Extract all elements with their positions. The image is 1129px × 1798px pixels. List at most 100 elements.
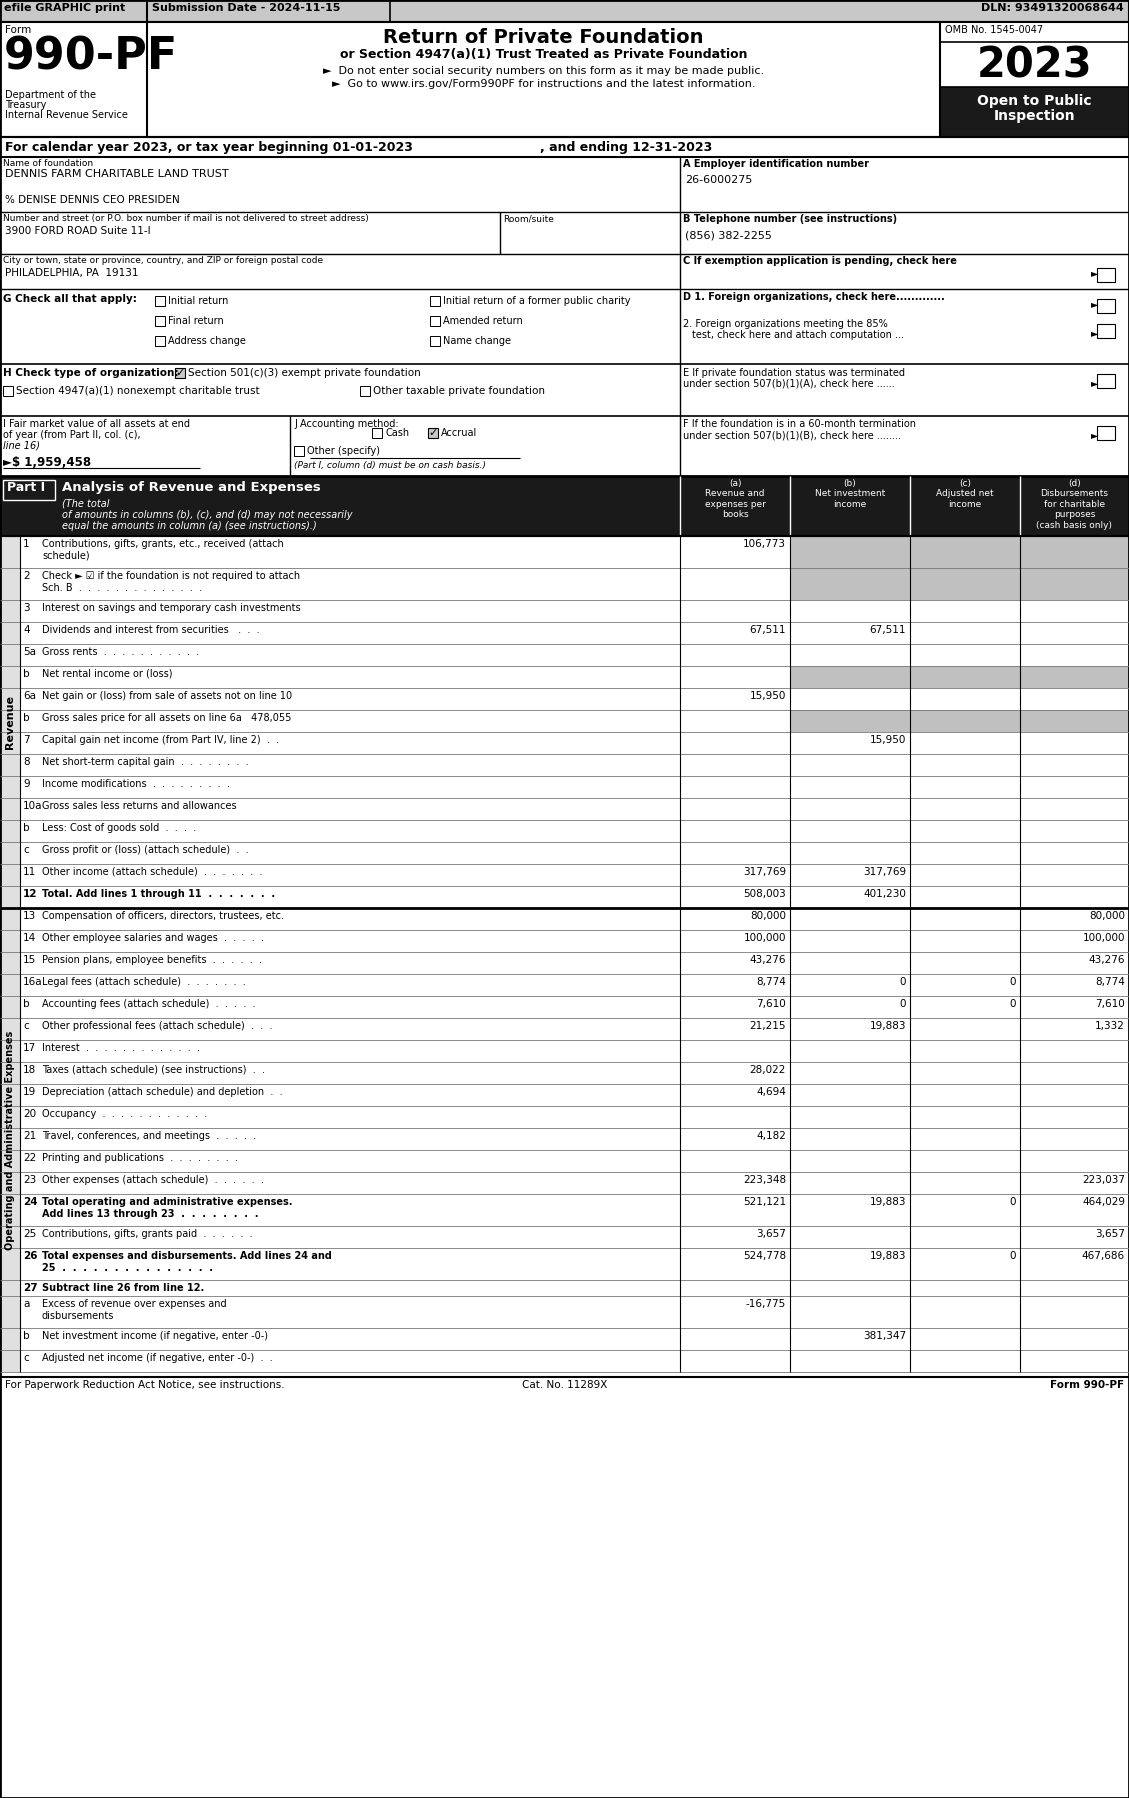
Text: b: b [23,714,29,723]
Text: Address change: Address change [168,336,246,345]
Bar [910,536,1019,568]
Text: Contributions, gifts, grants paid  .  .  .  .  .  .: Contributions, gifts, grants paid . . . … [42,1230,253,1239]
Text: -16,775: -16,775 [746,1298,786,1309]
Text: b: b [23,1331,29,1341]
Text: 223,348: 223,348 [743,1176,786,1185]
Text: Cat. No. 11289X: Cat. No. 11289X [522,1381,607,1390]
Text: C If exemption application is pending, check here: C If exemption application is pending, c… [683,255,957,266]
Text: Accrual: Accrual [441,428,478,439]
Text: Excess of revenue over expenses and
disbursements: Excess of revenue over expenses and disb… [42,1298,227,1320]
Text: D 1. Foreign organizations, check here.............: D 1. Foreign organizations, check here..… [683,291,945,302]
Text: Internal Revenue Service: Internal Revenue Service [5,110,128,120]
Text: (c)
Adjusted net
income: (c) Adjusted net income [936,478,994,509]
Text: 317,769: 317,769 [863,867,905,877]
Text: Check ► ☑ if the foundation is not required to attach
Sch. B  .  .  .  .  .  .  : Check ► ☑ if the foundation is not requi… [42,572,300,593]
Bar [1097,374,1115,388]
Bar [175,369,185,378]
Text: 67,511: 67,511 [869,626,905,635]
Text: 401,230: 401,230 [864,888,905,899]
Text: under section 507(b)(1)(B), check here ........: under section 507(b)(1)(B), check here .… [683,430,901,441]
Text: Treasury: Treasury [5,101,46,110]
Text: 67,511: 67,511 [750,626,786,635]
Text: 223,037: 223,037 [1082,1176,1124,1185]
Text: 5a: 5a [23,647,36,656]
Text: 7,610: 7,610 [756,1000,786,1009]
Text: Contributions, gifts, grants, etc., received (attach
schedule): Contributions, gifts, grants, etc., rece… [42,539,283,561]
Text: test, check here and attach computation ...: test, check here and attach computation … [692,331,904,340]
Text: 8,774: 8,774 [1095,976,1124,987]
Text: b: b [23,823,29,832]
Text: 27: 27 [23,1284,37,1293]
Text: 15,950: 15,950 [750,690,786,701]
Text: c: c [23,1021,28,1030]
Bar [430,297,440,306]
Text: 11: 11 [23,867,36,877]
Text: 467,686: 467,686 [1082,1251,1124,1260]
Text: 2023: 2023 [977,43,1093,86]
Text: Name change: Name change [443,336,511,345]
Text: E If private foundation status was terminated: E If private foundation status was termi… [683,369,905,378]
Bar [0,536,20,908]
Text: 3,657: 3,657 [1095,1230,1124,1239]
Text: Pension plans, employee benefits  .  .  .  .  .  .: Pension plans, employee benefits . . . .… [42,955,262,966]
Text: ►  Do not enter social security numbers on this form as it may be made public.: ► Do not enter social security numbers o… [323,67,764,76]
Bar [0,476,1129,536]
Text: Interest on savings and temporary cash investments: Interest on savings and temporary cash i… [42,602,300,613]
Text: Section 4947(a)(1) nonexempt charitable trust: Section 4947(a)(1) nonexempt charitable … [16,387,260,396]
Bar [790,665,910,689]
Text: ►: ► [1091,430,1099,441]
Text: Subtract line 26 from line 12.: Subtract line 26 from line 12. [42,1284,204,1293]
Text: Initial return of a former public charity: Initial return of a former public charit… [443,297,630,306]
Text: Number and street (or P.O. box number if mail is not delivered to street address: Number and street (or P.O. box number if… [3,214,369,223]
Text: 4,694: 4,694 [756,1088,786,1097]
Text: Compensation of officers, directors, trustees, etc.: Compensation of officers, directors, tru… [42,912,285,921]
Bar [1019,568,1129,601]
Bar [0,22,1129,137]
Text: Gross sales less returns and allowances: Gross sales less returns and allowances [42,800,237,811]
Text: 10a: 10a [23,800,43,811]
Text: efile GRAPHIC print: efile GRAPHIC print [5,4,125,13]
Text: Other income (attach schedule)  .  .  .  .  .  .  .: Other income (attach schedule) . . . . .… [42,867,263,877]
Text: For calendar year 2023, or tax year beginning 01-01-2023: For calendar year 2023, or tax year begi… [5,140,413,155]
Text: Inspection: Inspection [994,110,1075,122]
Text: Other taxable private foundation: Other taxable private foundation [373,387,545,396]
Text: 26: 26 [23,1251,37,1260]
Bar [360,387,370,396]
Text: Depreciation (attach schedule) and depletion  .  .: Depreciation (attach schedule) and deple… [42,1088,282,1097]
Text: Other employee salaries and wages  .  .  .  .  .: Other employee salaries and wages . . . … [42,933,264,942]
Text: Submission Date - 2024-11-15: Submission Date - 2024-11-15 [152,4,340,13]
Bar [0,156,1129,212]
Text: J Accounting method:: J Accounting method: [294,419,399,430]
Text: 4: 4 [23,626,29,635]
Bar [155,336,165,345]
Bar [428,428,438,439]
Bar [1097,426,1115,441]
Text: 28,022: 28,022 [750,1064,786,1075]
Text: a: a [23,1298,29,1309]
Text: 2: 2 [23,572,29,581]
Bar [790,710,910,732]
Bar [155,316,165,325]
Text: Adjusted net income (if negative, enter -0-)  .  .: Adjusted net income (if negative, enter … [42,1354,273,1363]
Text: 13: 13 [23,912,36,921]
Text: b: b [23,669,29,680]
Text: 464,029: 464,029 [1082,1197,1124,1206]
Bar [155,297,165,306]
Text: 19,883: 19,883 [869,1197,905,1206]
Bar [1097,268,1115,282]
Text: 19: 19 [23,1088,36,1097]
Text: 100,000: 100,000 [744,933,786,942]
Text: Occupancy  .  .  .  .  .  .  .  .  .  .  .  .: Occupancy . . . . . . . . . . . . [42,1109,208,1118]
Bar [0,908,20,1372]
Text: , and ending 12-31-2023: , and ending 12-31-2023 [540,140,712,155]
Text: 521,121: 521,121 [743,1197,786,1206]
Text: 80,000: 80,000 [1089,912,1124,921]
Bar [294,446,304,457]
Text: c: c [23,845,28,856]
Text: 23: 23 [23,1176,36,1185]
Text: ►: ► [1091,268,1099,279]
Text: (The total
of amounts in columns (b), (c), and (d) may not necessarily
equal the: (The total of amounts in columns (b), (c… [62,498,352,530]
Text: 1,332: 1,332 [1095,1021,1124,1030]
Text: 0: 0 [1009,976,1016,987]
Bar [3,387,14,396]
